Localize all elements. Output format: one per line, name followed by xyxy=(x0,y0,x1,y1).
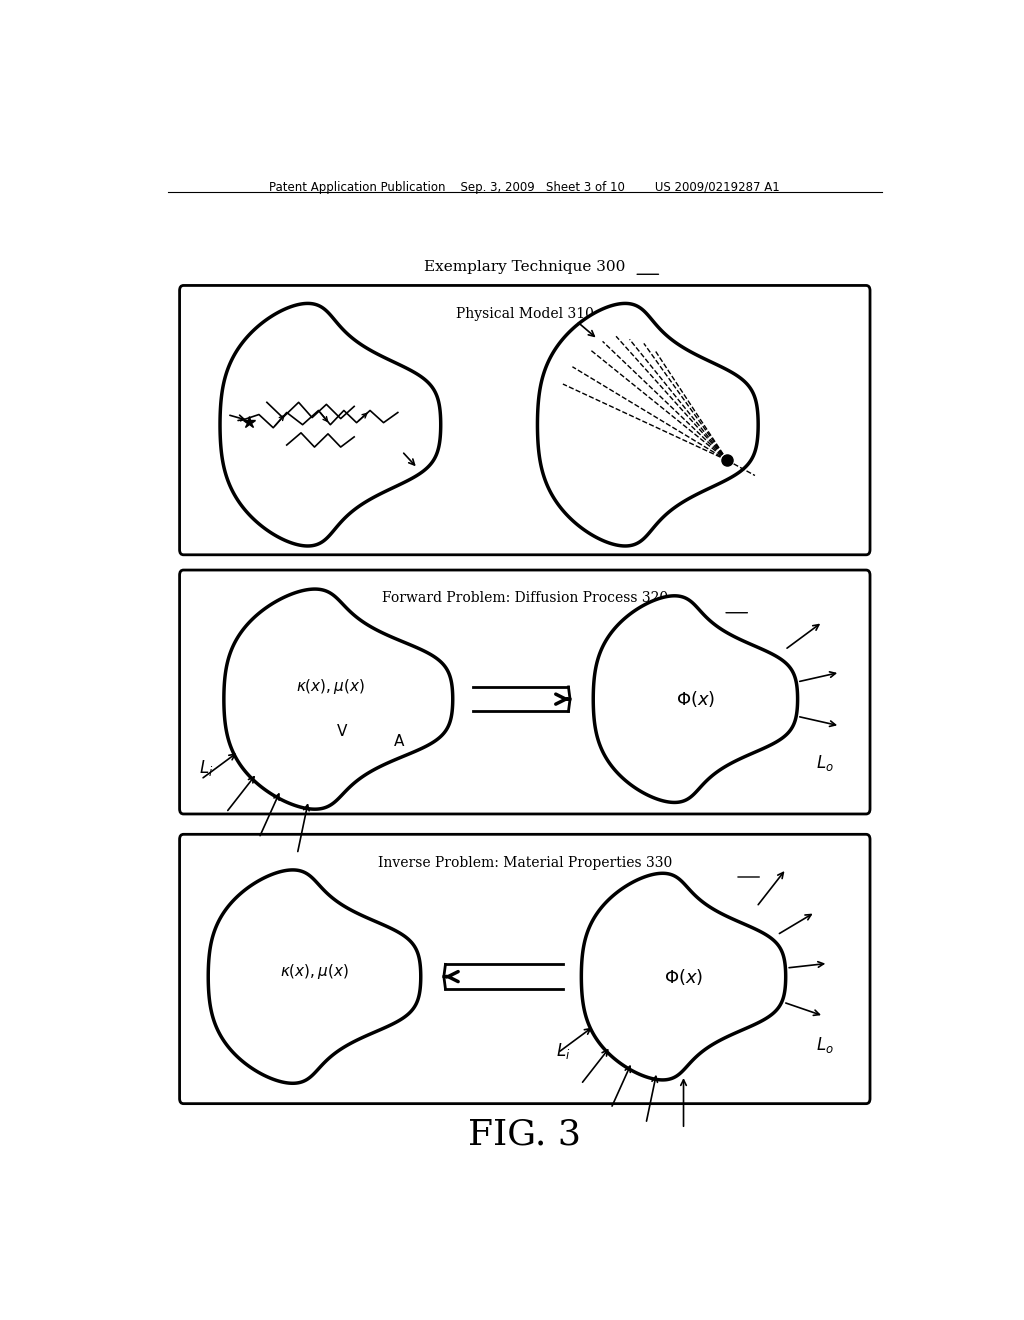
Polygon shape xyxy=(582,874,785,1080)
Polygon shape xyxy=(224,589,453,809)
Polygon shape xyxy=(220,304,440,546)
Polygon shape xyxy=(593,595,798,803)
FancyBboxPatch shape xyxy=(179,570,870,814)
Text: $L_i$: $L_i$ xyxy=(556,1040,570,1061)
Text: V: V xyxy=(337,725,347,739)
Text: $\kappa(x),\mu(x)$: $\kappa(x),\mu(x)$ xyxy=(280,962,349,981)
Text: Forward Problem: Diffusion Process 320: Forward Problem: Diffusion Process 320 xyxy=(382,591,668,606)
FancyBboxPatch shape xyxy=(179,834,870,1104)
Text: FIG. 3: FIG. 3 xyxy=(468,1117,582,1151)
FancyBboxPatch shape xyxy=(179,285,870,554)
Text: $\Phi(x)$: $\Phi(x)$ xyxy=(664,966,703,986)
Text: $L_o$: $L_o$ xyxy=(816,1035,834,1055)
Text: $\kappa(x),\mu(x)$: $\kappa(x),\mu(x)$ xyxy=(296,677,365,697)
Polygon shape xyxy=(208,870,421,1084)
Text: $L_o$: $L_o$ xyxy=(816,754,834,774)
Text: $L_i$: $L_i$ xyxy=(199,758,213,779)
Text: A: A xyxy=(393,734,403,750)
Text: Exemplary Technique 300: Exemplary Technique 300 xyxy=(424,260,626,275)
Text: $\Phi(x)$: $\Phi(x)$ xyxy=(676,689,715,709)
Text: Patent Application Publication    Sep. 3, 2009   Sheet 3 of 10        US 2009/02: Patent Application Publication Sep. 3, 2… xyxy=(269,181,780,194)
Text: Physical Model 310: Physical Model 310 xyxy=(456,306,594,321)
Text: Inverse Problem: Material Properties 330: Inverse Problem: Material Properties 330 xyxy=(378,855,672,870)
Polygon shape xyxy=(538,304,758,546)
